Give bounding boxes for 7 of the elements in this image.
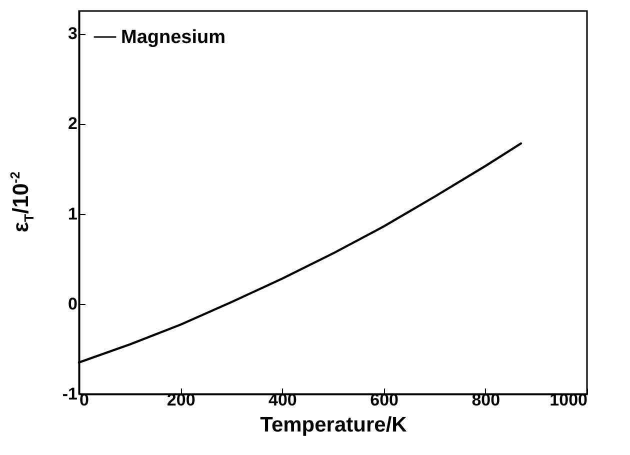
y-tick-label: 0: [68, 294, 78, 314]
y-tick-label: -1: [62, 384, 78, 404]
legend-label: Magnesium: [121, 27, 226, 48]
y-tick-label: 1: [68, 204, 78, 224]
y-tick-label: 2: [68, 114, 78, 134]
x-axis-title: Temperature/K: [260, 414, 407, 436]
y-tick-label: 3: [68, 24, 78, 44]
